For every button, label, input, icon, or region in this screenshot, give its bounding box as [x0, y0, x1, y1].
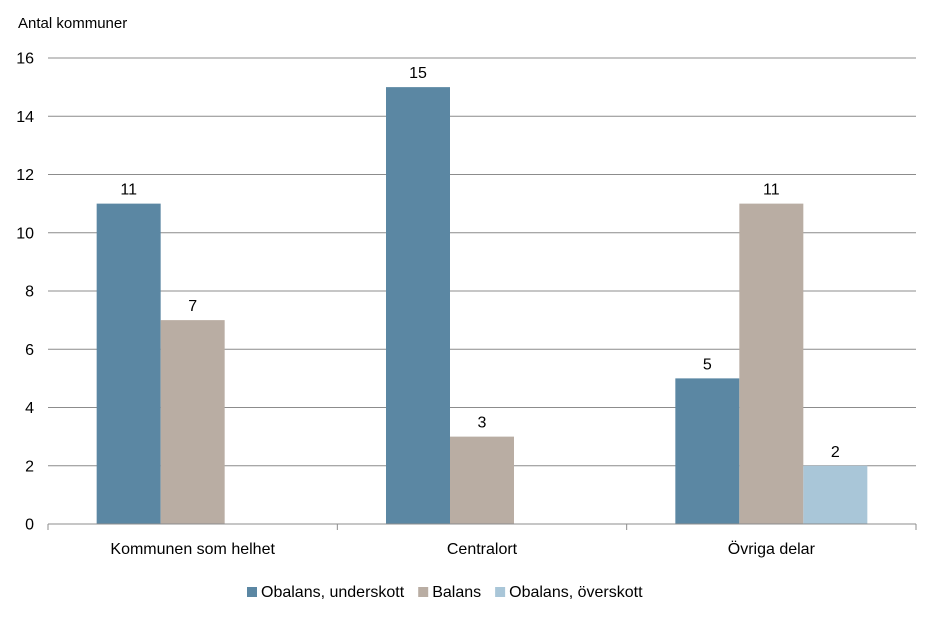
bar — [450, 436, 514, 524]
bars — [96, 87, 868, 524]
legend-label: Balans — [432, 584, 481, 601]
x-tick-label: Övriga delar — [728, 540, 816, 558]
legend-swatch — [495, 587, 506, 597]
y-axis-label: Antal kommuner — [18, 15, 127, 32]
x-tick-label: Centralort — [447, 541, 518, 558]
data-label: 5 — [703, 356, 712, 373]
y-tick-labels: 0 2 4 6 8 10 12 14 16 — [16, 51, 34, 534]
legend: Obalans, underskott Balans Obalans, översk… — [247, 584, 643, 601]
data-label: 11 — [763, 182, 780, 199]
bar — [675, 378, 740, 524]
legend-label: Obalans, överskott — [509, 584, 643, 601]
data-labels: 11 7 15 3 5 11 2 — [120, 65, 840, 461]
x-axis — [47, 523, 917, 530]
legend-label: Obalans, underskott — [261, 584, 405, 601]
data-label: 15 — [409, 65, 427, 82]
data-label: 7 — [188, 298, 197, 315]
legend-swatch — [247, 587, 257, 597]
bar — [803, 465, 868, 524]
y-tick-label: 0 — [25, 517, 34, 534]
bar — [739, 203, 804, 524]
data-label: 2 — [831, 444, 840, 461]
y-tick-label: 4 — [25, 400, 34, 417]
y-tick-label: 12 — [16, 167, 34, 184]
y-tick-label: 14 — [16, 109, 34, 126]
y-tick-label: 2 — [25, 458, 34, 475]
legend-swatch — [418, 587, 429, 597]
bar — [386, 87, 450, 524]
bar — [160, 320, 225, 524]
bar — [96, 203, 161, 524]
y-tick-label: 10 — [16, 225, 34, 242]
y-tick-label: 6 — [25, 342, 34, 359]
data-label: 11 — [120, 182, 137, 199]
x-tick-label: Kommunen som helhet — [110, 541, 275, 558]
x-tick-labels: Kommunen som helhet Centralort Övriga dela… — [110, 540, 815, 558]
y-tick-label: 8 — [25, 284, 34, 301]
y-tick-label: 16 — [16, 51, 34, 68]
data-label: 3 — [478, 415, 487, 432]
